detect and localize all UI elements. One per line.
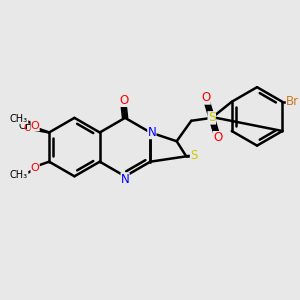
Text: O: O (119, 94, 128, 107)
Text: Br: Br (286, 95, 299, 108)
Text: O: O (23, 123, 32, 133)
Text: CH₃: CH₃ (10, 170, 28, 180)
Text: O: O (31, 121, 40, 131)
Text: CH$_3$: CH$_3$ (18, 119, 38, 133)
Text: S: S (190, 149, 197, 162)
Text: N: N (121, 173, 129, 186)
Text: O: O (201, 92, 211, 104)
Text: O: O (31, 163, 40, 173)
Text: CH₃: CH₃ (10, 114, 28, 124)
Text: S: S (208, 111, 216, 124)
Text: N: N (148, 126, 156, 139)
Text: O: O (213, 131, 222, 144)
